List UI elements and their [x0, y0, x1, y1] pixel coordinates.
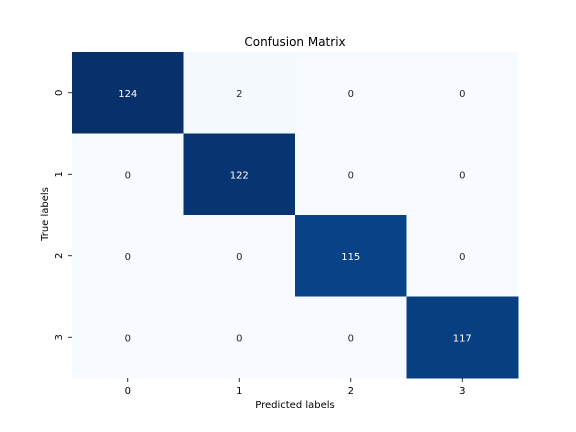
- cell-value-r3-c1: 0: [236, 333, 242, 344]
- heatmap-cells: [72, 52, 519, 379]
- cell-r2-c1: [183, 215, 296, 297]
- cell-value-r2-c0: 0: [125, 252, 131, 263]
- cell-r3-c0: [72, 296, 184, 379]
- y-axis-label: True labels: [40, 187, 51, 242]
- cell-r3-c3: [406, 296, 519, 379]
- cell-value-r1-c2: 0: [348, 170, 354, 181]
- cell-r1-c1: [183, 133, 296, 216]
- cell-r3-c1: [183, 296, 296, 379]
- cell-value-r3-c3: 117: [453, 333, 472, 344]
- cell-value-r2-c3: 0: [459, 252, 465, 263]
- y-axis-ticks: 0 1 2 3: [54, 90, 72, 340]
- y-tick-label-0: 0: [54, 90, 65, 96]
- cell-value-r0-c0: 124: [118, 89, 137, 100]
- cell-value-r3-c2: 0: [348, 333, 354, 344]
- x-tick-label-3: 3: [459, 386, 465, 397]
- cell-value-r0-c1: 2: [236, 89, 242, 100]
- heatmap-cell-labels: 124 2 0 0 0 122 0 0 0 0 115 0 0 0 0 117: [118, 89, 472, 345]
- cell-r0-c1: [183, 52, 296, 134]
- cell-value-r0-c3: 0: [459, 89, 465, 100]
- y-tick-label-3: 3: [54, 334, 65, 340]
- cell-r1-c0: [72, 133, 184, 216]
- cell-value-r0-c2: 0: [348, 89, 354, 100]
- x-axis-ticks: 0 1 2 3: [125, 378, 465, 397]
- cell-r0-c2: [295, 52, 407, 134]
- chart-title: Confusion Matrix: [244, 35, 345, 49]
- cell-r0-c3: [406, 52, 519, 134]
- cell-r1-c3: [406, 133, 519, 216]
- cell-r0-c0: [72, 52, 184, 134]
- cell-value-r1-c3: 0: [459, 170, 465, 181]
- y-tick-label-2: 2: [54, 253, 65, 259]
- cell-value-r2-c2: 115: [341, 252, 360, 263]
- cell-r2-c0: [72, 215, 184, 297]
- cell-value-r1-c0: 0: [125, 170, 131, 181]
- cell-value-r3-c0: 0: [125, 333, 131, 344]
- y-tick-label-1: 1: [54, 171, 65, 177]
- cell-r2-c3: [406, 215, 519, 297]
- cell-r3-c2: [295, 296, 407, 379]
- cell-r1-c2: [295, 133, 407, 216]
- cell-r2-c2: [295, 215, 407, 297]
- cell-value-r1-c1: 122: [230, 170, 249, 181]
- x-tick-label-1: 1: [236, 386, 242, 397]
- x-tick-label-2: 2: [348, 386, 354, 397]
- x-tick-label-0: 0: [125, 386, 131, 397]
- x-axis-label: Predicted labels: [255, 400, 335, 411]
- cell-value-r2-c1: 0: [236, 252, 242, 263]
